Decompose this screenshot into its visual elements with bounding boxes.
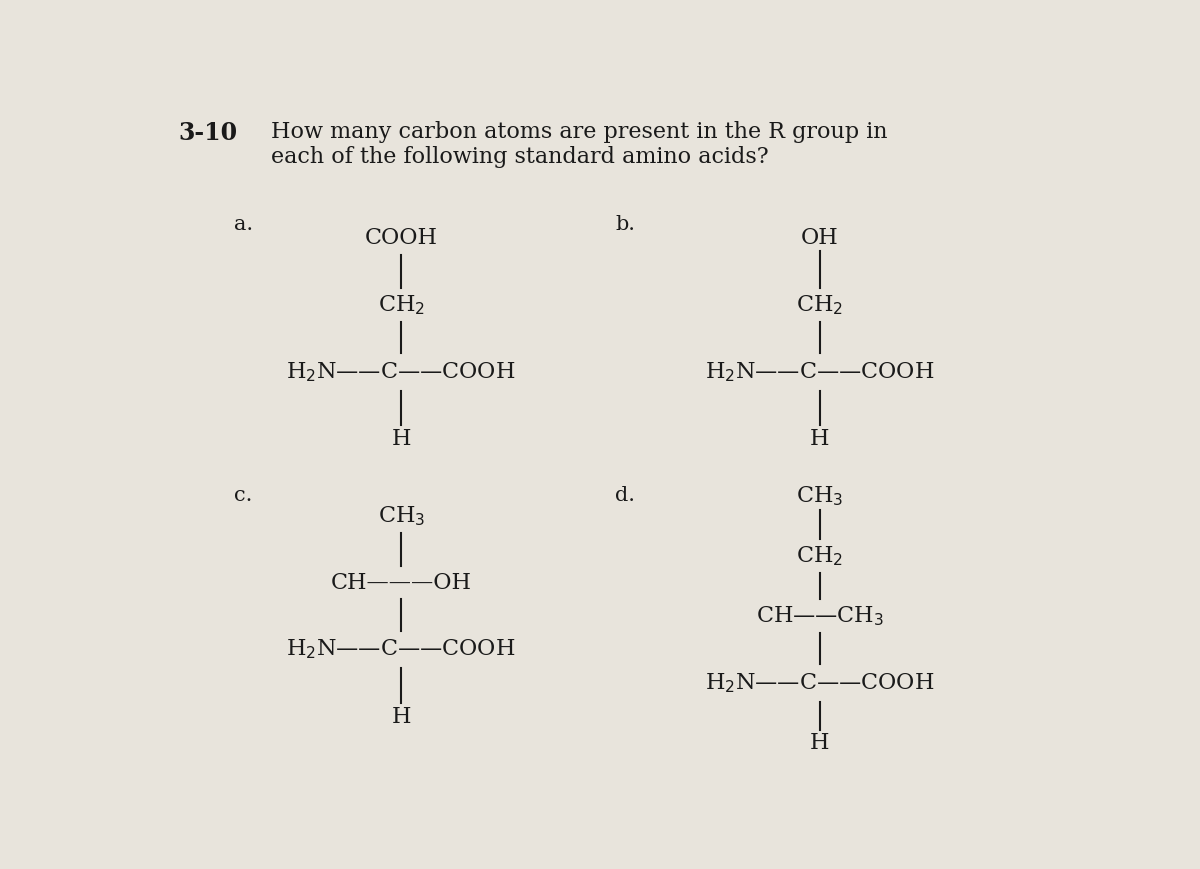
Text: How many carbon atoms are present in the R group in
each of the following standa: How many carbon atoms are present in the…: [271, 121, 888, 169]
Text: CH$_2$: CH$_2$: [796, 293, 844, 317]
Text: CH$_2$: CH$_2$: [796, 544, 844, 567]
Text: b.: b.: [616, 215, 635, 234]
Text: c.: c.: [234, 486, 252, 505]
Text: H$_2$N——C——COOH: H$_2$N——C——COOH: [287, 638, 516, 661]
Text: H: H: [391, 428, 410, 450]
Text: H$_2$N——C——COOH: H$_2$N——C——COOH: [704, 671, 935, 695]
Text: H: H: [391, 706, 410, 727]
Text: CH———OH: CH———OH: [331, 572, 472, 594]
Text: H$_2$N——C——COOH: H$_2$N——C——COOH: [287, 360, 516, 384]
Text: H: H: [810, 428, 829, 450]
Text: COOH: COOH: [365, 227, 438, 249]
Text: CH$_2$: CH$_2$: [378, 293, 425, 317]
Text: H: H: [810, 733, 829, 754]
Text: a.: a.: [234, 215, 253, 234]
Text: H$_2$N——C——COOH: H$_2$N——C——COOH: [704, 360, 935, 384]
Text: CH$_3$: CH$_3$: [796, 484, 844, 507]
Text: 3-10: 3-10: [178, 121, 238, 145]
Text: d.: d.: [616, 486, 635, 505]
Text: CH——CH$_3$: CH——CH$_3$: [756, 604, 883, 628]
Text: OH: OH: [800, 227, 839, 249]
Text: CH$_3$: CH$_3$: [378, 504, 425, 527]
